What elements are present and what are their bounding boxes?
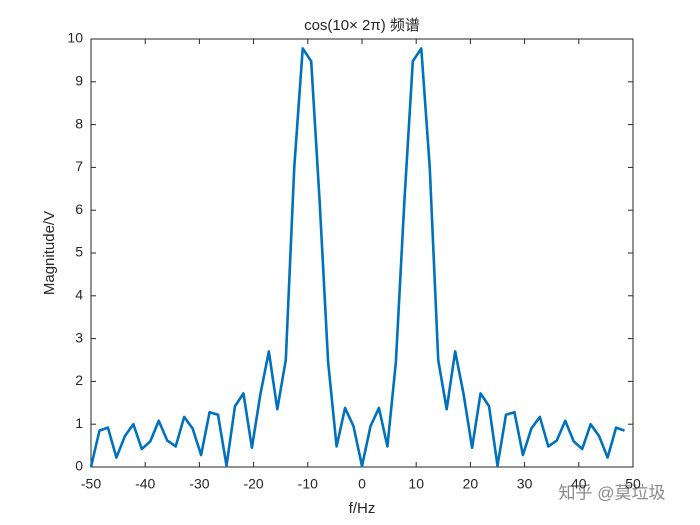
y-tick-label: 1 [75,415,83,431]
y-tick-label: 2 [75,372,83,388]
x-tick-label: 40 [571,476,587,492]
watermark: 知乎 @莫垃圾 [559,483,666,502]
y-tick-label: 10 [67,30,83,46]
x-tick-label: -50 [81,476,101,492]
data-line [89,47,625,468]
x-tick-label: 20 [463,476,479,492]
x-tick-label: -20 [243,476,263,492]
x-tick-label: -40 [135,476,155,492]
x-tick-label: 50 [625,476,641,492]
y-tick-label: 6 [75,201,83,217]
y-axis-label: Magnitude/V [41,211,58,295]
y-tick-label: 8 [75,115,83,131]
x-tick-label: 30 [517,476,533,492]
x-axis-label: f/Hz [349,500,376,517]
y-tick-label: 4 [75,287,83,303]
plot-box [90,38,634,468]
y-tick-label: 0 [75,458,83,474]
y-tick-label: 5 [75,244,83,260]
x-tick-label: -10 [298,476,318,492]
x-tick-label: 10 [408,476,424,492]
x-tick-label: -30 [189,476,209,492]
y-tick-label: 7 [75,158,83,174]
y-tick-label: 9 [75,73,83,89]
chart-title: cos(10× 2π) 频谱 [304,17,420,34]
y-tick-label: 3 [75,329,83,345]
x-tick-label: 0 [358,476,366,492]
